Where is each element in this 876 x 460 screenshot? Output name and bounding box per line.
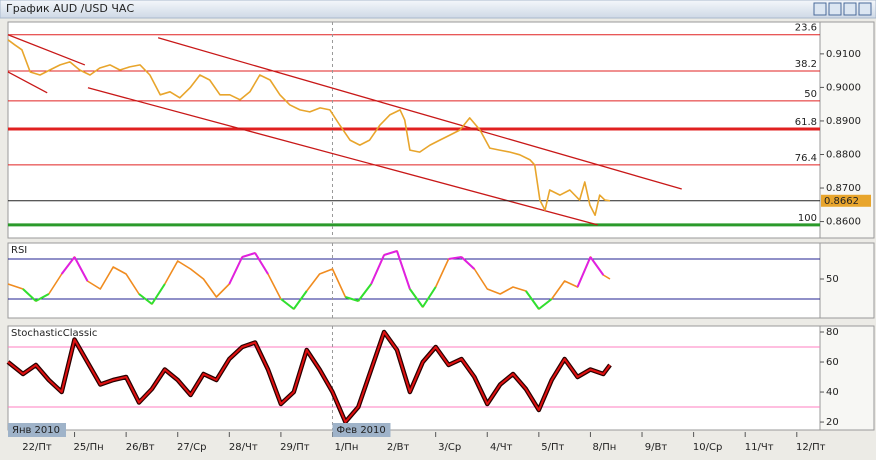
x-tick-label: 22/Пт <box>22 442 52 453</box>
zone-segment <box>589 256 605 276</box>
zone-segment <box>241 252 256 258</box>
series-line <box>7 250 611 310</box>
x-tick-label: 5/Пт <box>541 442 564 453</box>
y-tick-label: 0.8600 <box>826 217 861 228</box>
month-box <box>332 423 391 437</box>
x-tick-label: 3/Ср <box>438 442 461 453</box>
y-tick-label: 50 <box>826 274 839 285</box>
zone-segment <box>370 254 385 285</box>
y-tick-label: 80 <box>826 327 839 338</box>
zone-segment <box>22 288 37 302</box>
x-tick-label: 27/Ср <box>177 442 206 453</box>
zone-segment <box>35 293 50 302</box>
zone-segment <box>254 252 269 275</box>
zone-segment <box>73 256 89 282</box>
x-tick-label: 8/Пн <box>593 442 617 453</box>
x-tick-label: 1/Пн <box>335 442 359 453</box>
x-tick-label: 11/Чт <box>745 442 774 453</box>
price-axis <box>819 242 875 319</box>
last-price-box <box>821 194 871 207</box>
x-tick-label: 9/Вт <box>645 442 668 453</box>
x-tick-label: 29/Пт <box>280 442 310 453</box>
x-tick-label: 26/Вт <box>126 442 155 453</box>
y-tick-label: 0.8900 <box>826 116 861 127</box>
y-tick-label: 60 <box>826 357 839 368</box>
pane-title: RSI <box>11 245 27 256</box>
last-price-label: 0.8662 <box>824 196 859 207</box>
trend-line <box>7 71 48 94</box>
level-label: 100 <box>798 213 817 224</box>
series-line <box>7 331 611 423</box>
level-label: 76.4 <box>795 153 817 164</box>
window-title: График AUD /USD ЧАС <box>6 2 134 15</box>
zone-segment <box>421 286 437 308</box>
time-axis-bg <box>0 432 876 460</box>
zone-segment <box>460 256 476 270</box>
level-label: 23.6 <box>795 23 817 34</box>
btn-maximize[interactable] <box>843 2 857 16</box>
y-tick-label: 0.9000 <box>826 82 861 93</box>
y-tick-label: 20 <box>826 417 839 428</box>
trend-line <box>87 87 598 226</box>
price-axis <box>819 325 875 431</box>
btn-minimize[interactable] <box>828 2 842 16</box>
zone-segment <box>576 256 592 288</box>
month-box <box>8 423 66 437</box>
zone-segment <box>292 290 308 310</box>
y-tick-label: 0.8700 <box>826 183 861 194</box>
zone-segment <box>357 283 372 302</box>
btn-close[interactable] <box>858 2 872 16</box>
x-tick-label: 12/Пт <box>796 442 826 453</box>
btn-menu[interactable] <box>813 2 827 16</box>
x-tick-label: 2/Вт <box>387 442 410 453</box>
y-tick-label: 0.9100 <box>826 49 861 60</box>
zone-segment <box>409 288 424 308</box>
zone-segment <box>60 256 76 275</box>
zone-segment <box>345 296 359 302</box>
zone-segment <box>280 298 295 310</box>
x-tick-label: 25/Пн <box>73 442 103 453</box>
x-tick-label: 4/Чт <box>490 442 513 453</box>
trend-line <box>7 34 86 66</box>
trend-line <box>157 37 682 190</box>
level-label: 38.2 <box>795 59 817 70</box>
pane <box>7 242 821 319</box>
zone-segment <box>383 250 398 256</box>
series-line <box>7 39 611 216</box>
zone-segment <box>396 250 411 290</box>
level-label: 50 <box>804 89 817 100</box>
title-bar <box>0 0 876 19</box>
y-tick-label: 40 <box>826 387 839 398</box>
zone-segment <box>151 283 166 305</box>
y-tick-label: 0.8800 <box>826 149 861 160</box>
window-buttons[interactable] <box>813 2 872 16</box>
zone-segment <box>138 293 153 305</box>
zone-segment <box>525 290 540 310</box>
zone-segment <box>228 256 244 285</box>
month-label: Янв 2010 <box>12 425 60 436</box>
month-label: Фев 2010 <box>336 425 385 436</box>
level-label: 61.8 <box>795 117 817 128</box>
x-tick-label: 28/Чт <box>229 442 258 453</box>
zone-segment <box>448 256 462 260</box>
pane-title: StochasticClassic <box>11 328 97 339</box>
x-tick-label: 10/Ср <box>693 442 722 453</box>
zone-segment <box>538 298 553 310</box>
